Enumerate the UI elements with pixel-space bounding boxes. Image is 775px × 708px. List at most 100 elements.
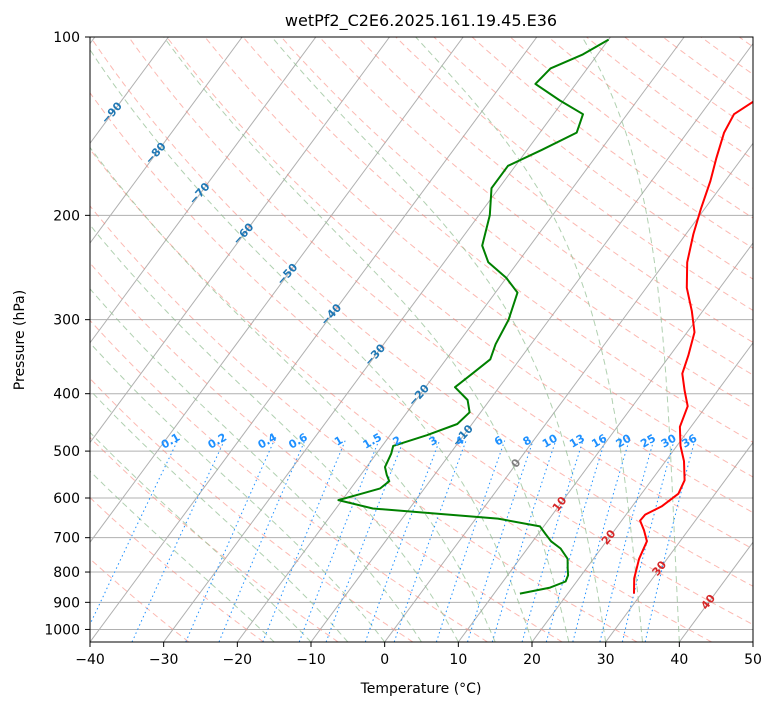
isotherm-line bbox=[236, 37, 685, 642]
x-axis-label: Temperature (°C) bbox=[360, 681, 482, 697]
dry-adiabat-label: −100 bbox=[52, 56, 83, 89]
isotherm-label: 30 bbox=[650, 558, 670, 578]
dry-adiabat-line bbox=[319, 37, 753, 376]
isotherm-label: 0 bbox=[509, 456, 524, 470]
mixing-ratio-line bbox=[491, 440, 557, 642]
dry-adiabat-label: −30 bbox=[362, 341, 388, 368]
dry-adiabat-line bbox=[395, 37, 753, 311]
isotherm-label: 20 bbox=[599, 527, 619, 547]
dry-adiabat-label: −60 bbox=[230, 220, 256, 247]
y-tick-label: 400 bbox=[53, 387, 80, 403]
x-tick-label: 10 bbox=[449, 652, 467, 668]
axis-ticks: −40 −30 −20 −10 0 10 20 30 40 5010020030040050060… bbox=[44, 30, 762, 668]
dry-adiabat-line bbox=[471, 37, 753, 249]
dry-adiabat-label: −90 bbox=[99, 99, 125, 126]
dry-adiabat-line bbox=[662, 37, 753, 103]
mixing-ratio-line bbox=[435, 440, 506, 642]
dry-adiabat-line bbox=[700, 37, 753, 75]
x-tick-label: 0 bbox=[380, 652, 389, 668]
isotherm-line bbox=[752, 641, 753, 642]
y-tick-label: 600 bbox=[53, 491, 80, 507]
isotherm-line bbox=[310, 42, 753, 642]
y-tick-label: 800 bbox=[53, 565, 80, 581]
moist-adiabat-line bbox=[415, 37, 643, 642]
dry-adiabat-line bbox=[433, 37, 753, 280]
isotherm-line bbox=[90, 37, 243, 244]
moist-adiabat-line bbox=[90, 224, 459, 642]
mixing-ratio-line bbox=[621, 440, 675, 642]
mixing-ratio-line bbox=[90, 440, 179, 626]
dry-adiabat-line bbox=[166, 37, 753, 514]
isotherm-label: 40 bbox=[698, 592, 718, 612]
mixing-ratio-line bbox=[545, 440, 606, 642]
y-tick-label: 700 bbox=[53, 531, 80, 547]
chart-title: wetPf2_C2E6.2025.161.19.45.E36 bbox=[285, 11, 557, 31]
mixing-ratio-label: 0.4 bbox=[256, 430, 280, 451]
mixing-ratio-label: 0.2 bbox=[206, 431, 229, 452]
y-tick-label: 300 bbox=[53, 313, 80, 329]
moist-adiabat-line bbox=[90, 342, 386, 642]
plot-area: 0.1 0.2 0.4 0.6 1 1.5 2 3 4 6 8 10 13 16 20 25 30 36−100−… bbox=[52, 37, 753, 642]
dry-adiabat-label: −50 bbox=[274, 261, 300, 288]
dry-adiabat-line bbox=[738, 37, 753, 48]
mixing-ratio-line bbox=[364, 440, 441, 642]
mixing-ratio-line bbox=[262, 440, 346, 642]
moist-adiabat-line bbox=[271, 37, 607, 642]
moist-adiabat-line bbox=[90, 288, 422, 642]
moist-adiabat-line bbox=[581, 37, 680, 642]
moist-adiabat-line bbox=[90, 431, 312, 642]
dry-adiabat-line bbox=[90, 205, 638, 642]
isotherm-line bbox=[90, 37, 317, 344]
annotation-labels: 0.1 0.2 0.4 0.6 1 1.5 2 3 4 6 8 10 13 16 20 25 30 36−100−… bbox=[52, 56, 719, 612]
plot-frame bbox=[89, 36, 754, 643]
isotherm-line bbox=[384, 142, 753, 642]
isotherm-label: 10 bbox=[550, 494, 570, 514]
dry-adiabat-line bbox=[90, 148, 712, 642]
isotherm-line bbox=[605, 441, 753, 642]
dry-adiabat-line bbox=[90, 319, 488, 642]
dry-adiabat-line bbox=[90, 37, 753, 587]
dry-adiabat-label: −20 bbox=[406, 382, 432, 409]
mixing-ratio-line bbox=[393, 440, 467, 642]
x-tick-label: −40 bbox=[75, 652, 105, 668]
dry-adiabat-line bbox=[90, 262, 563, 642]
y-tick-label: 1000 bbox=[44, 622, 80, 638]
mixing-ratio-label: 13 bbox=[567, 432, 587, 451]
dry-adiabat-line bbox=[90, 377, 414, 642]
mixing-ratio-label: 25 bbox=[638, 432, 658, 451]
mixing-ratio-line bbox=[467, 440, 534, 642]
moist-adiabat-line bbox=[90, 146, 496, 642]
dry-adiabat-line bbox=[128, 37, 753, 550]
y-axis-label: Pressure (hPa) bbox=[12, 290, 28, 390]
isotherm-line bbox=[457, 242, 753, 642]
x-tick-label: −10 bbox=[296, 652, 326, 668]
x-tick-label: 50 bbox=[744, 652, 762, 668]
dry-adiabat-line bbox=[548, 37, 753, 189]
mixing-ratio-line bbox=[218, 440, 306, 642]
dry-adiabat-line bbox=[357, 37, 753, 343]
moist-adiabat-line bbox=[90, 389, 349, 642]
dry-adiabat-line bbox=[90, 91, 753, 626]
isotherm-line bbox=[531, 341, 753, 642]
dry-adiabat-label: −70 bbox=[187, 180, 213, 207]
dry-adiabat-line bbox=[90, 436, 339, 642]
x-tick-label: −20 bbox=[223, 652, 253, 668]
mixing-ratio-label: 36 bbox=[679, 431, 699, 450]
mixing-ratio-line bbox=[131, 440, 225, 642]
isotherm-line bbox=[90, 37, 538, 642]
moist-adiabat-line bbox=[163, 37, 570, 642]
dry-adiabat-label: −40 bbox=[318, 301, 344, 328]
x-tick-label: −30 bbox=[149, 652, 179, 668]
moist-adiabat-line bbox=[90, 48, 533, 642]
dewpoint-profile-line bbox=[337, 38, 610, 595]
mixing-ratio-label: 20 bbox=[614, 431, 634, 450]
mixing-ratio-label: 16 bbox=[589, 431, 609, 450]
temperature-profile-line bbox=[633, 100, 753, 594]
y-tick-label: 900 bbox=[53, 595, 80, 611]
dry-adiabat-line bbox=[280, 37, 753, 409]
mixing-ratio-label: 10 bbox=[540, 431, 560, 450]
isotherm-line bbox=[90, 37, 169, 145]
dry-adiabat-line bbox=[624, 37, 753, 131]
